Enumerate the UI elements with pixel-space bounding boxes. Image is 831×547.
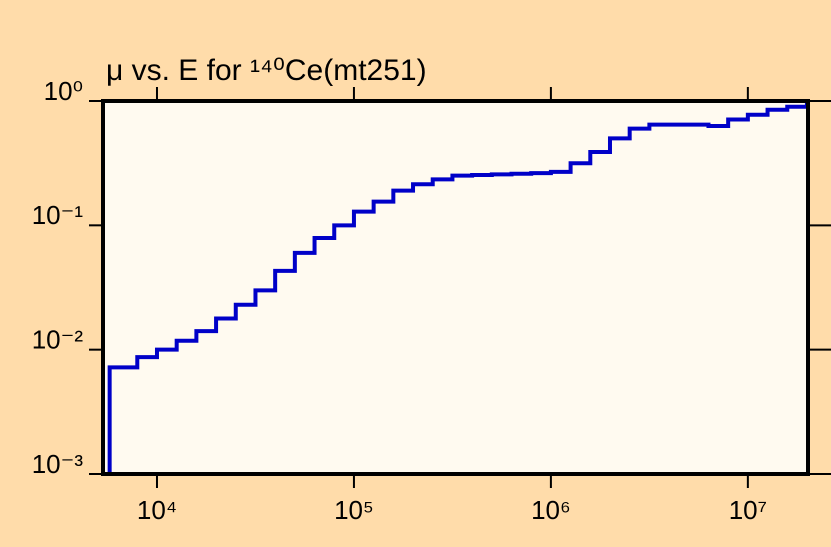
x-tick-label: 10⁷ bbox=[729, 495, 767, 525]
step-line bbox=[107, 102, 810, 474]
y-tick-label: 10⁻² bbox=[32, 325, 84, 355]
x-tick-label: 10⁵ bbox=[334, 495, 374, 525]
plot-area bbox=[103, 101, 808, 474]
x-tick-label: 10⁶ bbox=[531, 495, 571, 525]
y-tick-label: 10⁰ bbox=[44, 76, 83, 106]
chart-title: μ vs. E for ¹⁴⁰Ce(mt251) bbox=[106, 54, 427, 87]
x-tick-label: 10⁴ bbox=[137, 495, 177, 525]
plot-frame bbox=[101, 99, 810, 476]
y-tick-label: 10⁻³ bbox=[32, 449, 84, 479]
y-tick-label: 10⁻¹ bbox=[32, 200, 84, 230]
